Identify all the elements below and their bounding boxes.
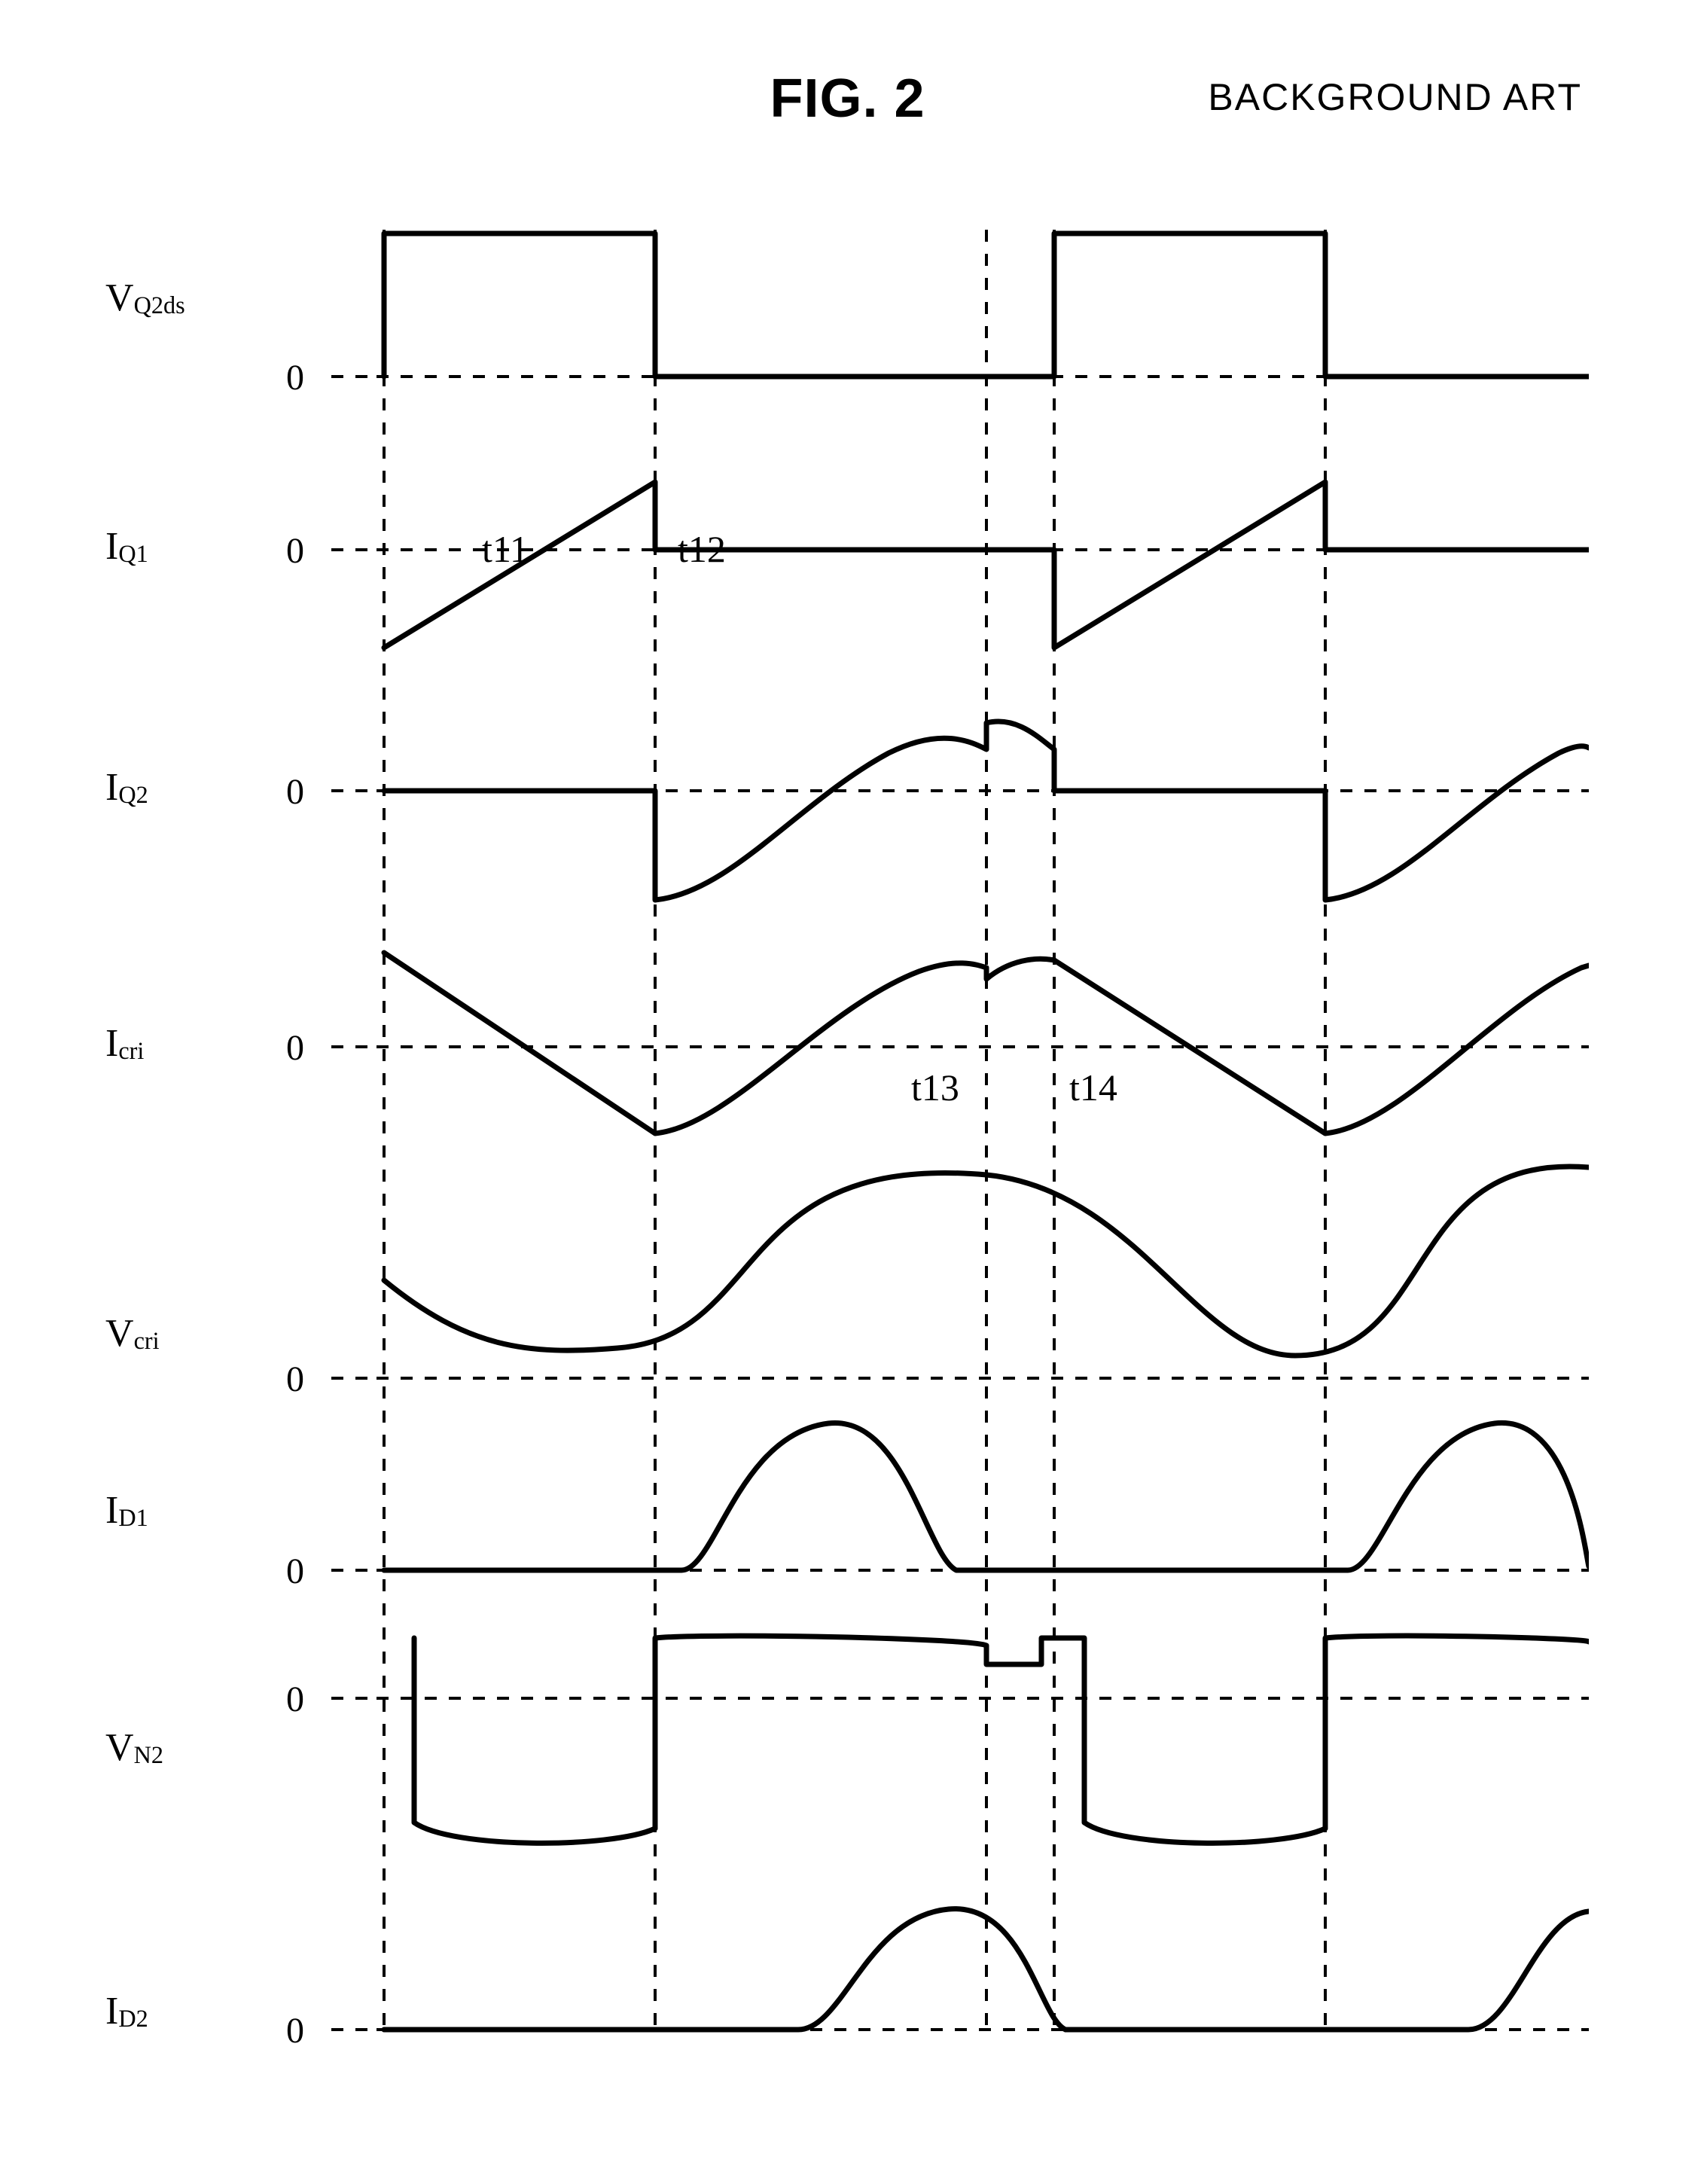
waveform-label: IQ2	[105, 765, 294, 810]
zero-label: 0	[286, 771, 304, 813]
waveform-plot	[331, 693, 1589, 926]
waveform-label: Vcri	[105, 1311, 294, 1356]
waveform-path	[414, 1636, 1589, 1843]
time-label-t14: t14	[1069, 1066, 1117, 1109]
zero-label: 0	[286, 530, 304, 572]
waveform-plot	[331, 226, 1589, 459]
waveform-row-I_D2: ID20	[105, 1860, 1589, 2094]
waveform-label: ID1	[105, 1488, 294, 1533]
waveform-plot	[331, 1627, 1589, 1860]
waveform-path	[384, 482, 1589, 648]
waveform-row-I_cri: Icri0	[105, 926, 1589, 1160]
waveform-path	[384, 233, 1589, 377]
waveform-row-I_Q2: IQ20	[105, 693, 1589, 926]
waveform-row-I_D1: ID10	[105, 1393, 1589, 1627]
waveform-path	[384, 1909, 1589, 2030]
waveform-plot	[331, 926, 1589, 1160]
time-label-t13: t13	[911, 1066, 959, 1109]
zero-label: 0	[286, 357, 304, 398]
time-label-t12: t12	[678, 527, 726, 571]
zero-label: 0	[286, 1679, 304, 1720]
waveform-label: Icri	[105, 1021, 294, 1066]
waveform-label: IQ1	[105, 524, 294, 569]
zero-label: 0	[286, 1027, 304, 1069]
waveform-path	[384, 953, 1589, 1133]
waveform-row-V_N2: VN20	[105, 1627, 1589, 1860]
zero-label: 0	[286, 1551, 304, 1592]
page: FIG. 2 BACKGROUND ART VQ2ds0IQ10IQ20Icri…	[0, 0, 1695, 2184]
figure-header: FIG. 2 BACKGROUND ART	[0, 68, 1695, 158]
zero-label: 0	[286, 2010, 304, 2051]
waveform-path	[384, 1167, 1589, 1356]
waveform-plot	[331, 1393, 1589, 1627]
waveform-path	[384, 721, 1589, 900]
waveform-plot	[331, 459, 1589, 693]
timing-chart: VQ2ds0IQ10IQ20Icri0Vcri0ID10VN20ID20t11t…	[105, 226, 1589, 2124]
waveform-path	[384, 1423, 1589, 1570]
waveform-row-I_Q1: IQ10	[105, 459, 1589, 693]
waveform-plot	[331, 1860, 1589, 2094]
waveform-label: ID2	[105, 1989, 294, 2033]
corner-label: BACKGROUND ART	[1208, 75, 1582, 119]
waveform-row-V_Q2ds: VQ2ds 0	[105, 226, 1589, 459]
waveform-label: VN2	[105, 1725, 294, 1770]
figure-title: FIG. 2	[770, 68, 925, 130]
waveform-row-V_cri: Vcri0	[105, 1160, 1589, 1393]
time-label-t11: t11	[482, 527, 529, 571]
waveform-label: VQ2ds	[105, 276, 294, 320]
waveform-plot	[331, 1160, 1589, 1393]
